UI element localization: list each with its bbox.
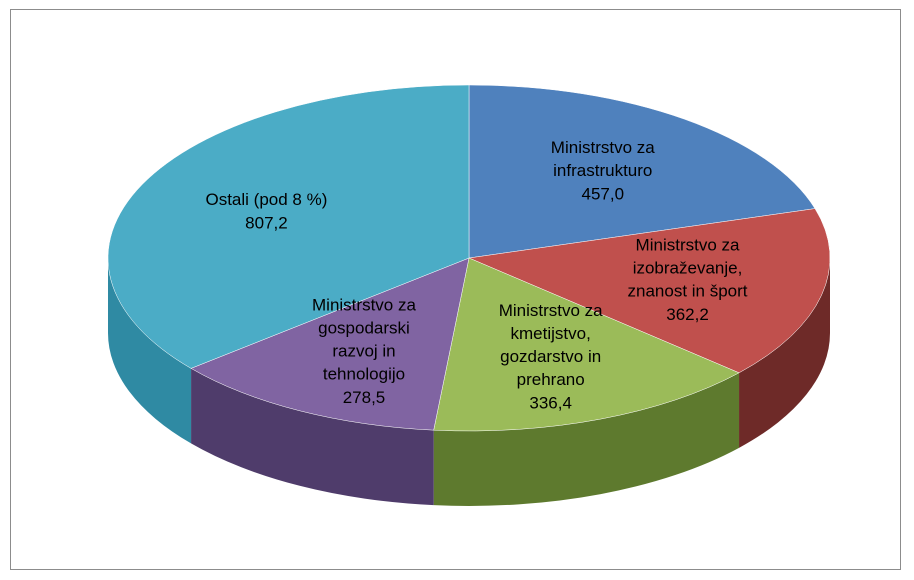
slice-label-line: tehnologijo (323, 365, 405, 384)
slice-side (191, 368, 434, 506)
slice-label-line: kmetijstvo, (511, 324, 591, 343)
slice-label-line: gozdarstvo in (500, 347, 601, 366)
slice (107, 84, 470, 369)
slice-label: Ministrstvo za kmetijstvo, gozdarstvo in pr… (499, 301, 603, 389)
value-label: 278,5 (343, 388, 386, 407)
slice-label-line: izobraževanje, (633, 259, 743, 278)
slice (433, 257, 740, 432)
slice-label-line: razvoj in (332, 342, 395, 361)
slice-label: Ministrstvo za infrastrukturo (551, 138, 655, 180)
slice (190, 257, 470, 431)
slice-label-line: Ministrstvo za (312, 296, 416, 315)
slice-label-line: infrastrukturo (553, 161, 652, 180)
slice (468, 208, 831, 374)
slice-side (108, 258, 192, 444)
value-label: 336,4 (529, 393, 572, 412)
value-label: 457,0 (581, 184, 624, 203)
slice (468, 84, 816, 259)
slice-label-line: Ostali (pod 8 %) (205, 190, 327, 209)
slice-label: Ministrstvo za gospodarski razvoj in tehnol… (312, 296, 416, 384)
value-label: 807,2 (245, 213, 288, 232)
slice-label-line: Ministrstvo za (499, 301, 603, 320)
slice-label-line: prehrano (517, 370, 585, 389)
slice-label-line: znanost in šport (628, 282, 748, 301)
slice-side (739, 258, 830, 448)
slice-label-line: Ministrstvo za (551, 138, 655, 157)
slice-label-line: gospodarski (318, 319, 410, 338)
slice-label-line: Ministrstvo za (636, 236, 740, 255)
slice-label: Ministrstvo za izobraževanje, znanost in š… (628, 236, 748, 301)
slice-label: Ostali (pod 8 %) (205, 190, 327, 209)
value-label: 362,2 (666, 305, 709, 324)
slice-side (433, 372, 740, 506)
